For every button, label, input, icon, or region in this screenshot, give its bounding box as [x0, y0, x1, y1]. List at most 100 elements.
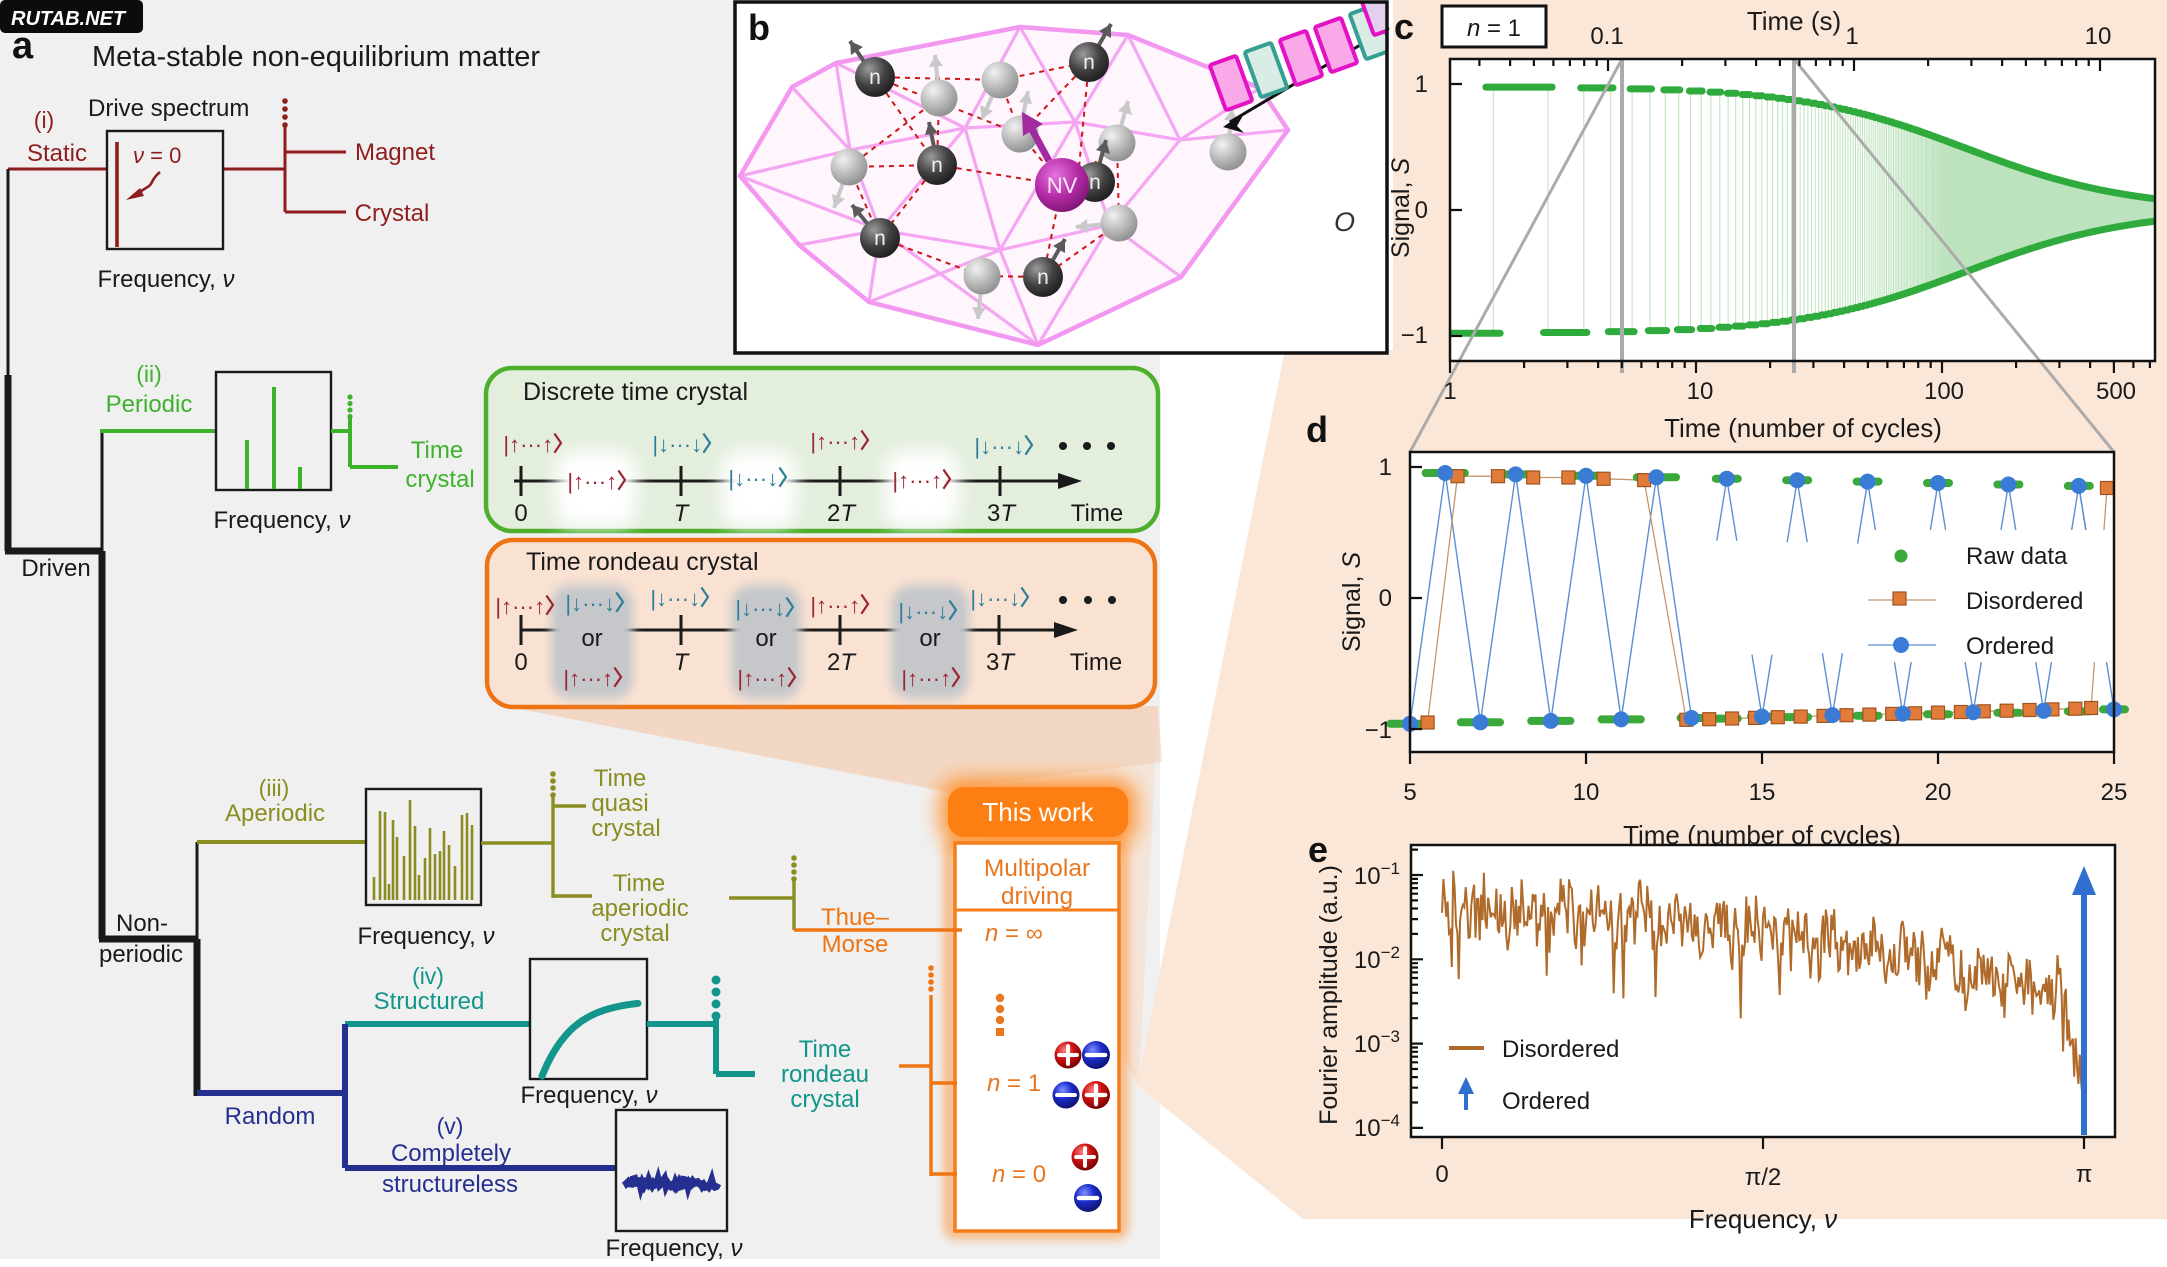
svg-text:3T: 3T	[987, 500, 1017, 527]
svg-text:25: 25	[2101, 779, 2128, 806]
svg-text:0: 0	[1379, 585, 1392, 612]
svg-text:15: 15	[1749, 779, 1776, 806]
svg-text:Time: Time	[799, 1036, 851, 1063]
svg-text:0: 0	[514, 649, 527, 676]
svg-text:Disordered: Disordered	[1966, 588, 2083, 615]
svg-text:n: n	[874, 227, 886, 250]
svg-text:T: T	[674, 500, 691, 527]
svg-text:n = ∞: n = ∞	[985, 920, 1043, 947]
svg-text:Signal, S: Signal, S	[1338, 552, 1366, 652]
svg-text:(iii): (iii)	[259, 775, 290, 801]
svg-text:a: a	[12, 25, 34, 67]
svg-text:|↑···↑: |↑···↑	[503, 432, 553, 457]
svg-text:Frequency, ν: Frequency, ν	[98, 266, 235, 293]
svg-text:20: 20	[1925, 779, 1952, 806]
svg-text:|↓···↓: |↓···↓	[728, 466, 778, 491]
svg-text:−1: −1	[1365, 717, 1392, 744]
svg-text:n: n	[1089, 171, 1101, 194]
svg-text:or: or	[755, 625, 776, 652]
svg-text:10: 10	[1573, 779, 1600, 806]
svg-text:(i): (i)	[34, 107, 54, 133]
svg-text:π/2: π/2	[1745, 1164, 1782, 1191]
svg-text:rondeau: rondeau	[781, 1061, 869, 1088]
svg-text:e: e	[1308, 829, 1328, 870]
svg-text:(v): (v)	[437, 1113, 464, 1139]
svg-text:periodic: periodic	[99, 941, 183, 968]
svg-text:Frequency, ν: Frequency, ν	[358, 923, 495, 950]
svg-text:10−3: 10−3	[1354, 1027, 1400, 1058]
svg-text:0: 0	[514, 500, 527, 527]
svg-text:3T: 3T	[986, 649, 1016, 676]
svg-text:1: 1	[1379, 454, 1392, 481]
svg-text:Completely: Completely	[391, 1140, 511, 1167]
svg-text:n: n	[869, 66, 881, 89]
svg-text:1: 1	[1415, 71, 1428, 98]
svg-text:|↓···↓: |↓···↓	[735, 596, 785, 621]
svg-text:Magnet: Magnet	[355, 139, 435, 166]
svg-text:c: c	[1394, 6, 1414, 47]
svg-text:ν = 0: ν = 0	[133, 143, 181, 168]
svg-text:Time: Time	[1070, 649, 1122, 676]
svg-text:2T: 2T	[827, 649, 857, 676]
svg-text:Time: Time	[1071, 500, 1123, 527]
svg-text:Time: Time	[613, 870, 665, 897]
svg-text:O: O	[1334, 207, 1355, 237]
svg-text:10−2: 10−2	[1354, 943, 1400, 974]
svg-text:10−4: 10−4	[1354, 1111, 1400, 1142]
svg-text:|↓···↓: |↓···↓	[650, 586, 700, 611]
svg-text:Raw data: Raw data	[1966, 543, 2068, 570]
svg-text:crystal: crystal	[790, 1086, 859, 1113]
svg-text:|↓···↓: |↓···↓	[565, 591, 615, 616]
svg-text:T: T	[674, 649, 691, 676]
svg-text:Time (number of cycles): Time (number of cycles)	[1664, 413, 1942, 443]
svg-text:|↑···↑: |↑···↑	[892, 468, 942, 493]
svg-text:−1: −1	[1401, 322, 1428, 349]
svg-text:Meta-stable non-equilibrium ma: Meta-stable non-equilibrium matter	[92, 41, 540, 73]
svg-text:crystal: crystal	[600, 920, 669, 947]
svg-text:Non-: Non-	[116, 910, 168, 937]
svg-text:or: or	[581, 625, 602, 652]
svg-text:Frequency, ν: Frequency, ν	[521, 1082, 658, 1109]
svg-text:1: 1	[1845, 23, 1858, 50]
svg-text:2T: 2T	[827, 500, 857, 527]
svg-text:|↓···↓: |↓···↓	[974, 434, 1024, 459]
svg-text:10: 10	[1687, 378, 1714, 405]
svg-text:n: n	[931, 154, 943, 177]
svg-text:100: 100	[1924, 378, 1964, 405]
svg-text:aperiodic: aperiodic	[591, 895, 688, 922]
svg-text:Frequency, ν: Frequency, ν	[214, 507, 351, 534]
svg-text:|↑···↑: |↑···↑	[737, 666, 787, 691]
svg-text:d: d	[1306, 409, 1328, 450]
svg-text:crystal: crystal	[591, 815, 660, 842]
svg-text:|↑···↑: |↑···↑	[567, 469, 617, 494]
svg-text:Static: Static	[27, 140, 87, 167]
svg-text:|↓···↓: |↓···↓	[970, 586, 1020, 611]
svg-text:|↑···↑: |↑···↑	[495, 594, 545, 619]
svg-text:Driven: Driven	[21, 555, 90, 582]
svg-text:Drive spectrum: Drive spectrum	[88, 95, 249, 122]
svg-text:Frequency, ν: Frequency, ν	[1689, 1204, 1837, 1234]
svg-text:structureless: structureless	[382, 1171, 518, 1198]
svg-text:Time: Time	[411, 437, 463, 464]
svg-text:driving: driving	[1001, 883, 1073, 910]
svg-text:(iv): (iv)	[412, 963, 444, 989]
svg-text:500: 500	[2096, 378, 2136, 405]
svg-text:n = 1: n = 1	[1467, 15, 1521, 42]
svg-text:0: 0	[1435, 1161, 1448, 1188]
svg-text:Morse: Morse	[822, 931, 889, 958]
svg-text:|↑···↑: |↑···↑	[810, 593, 860, 618]
svg-text:n: n	[1083, 51, 1095, 74]
svg-text:|↓···↓: |↓···↓	[652, 432, 702, 457]
svg-text:b: b	[748, 7, 770, 48]
svg-text:0: 0	[1415, 197, 1428, 224]
svg-text:Ordered: Ordered	[1966, 633, 2054, 660]
svg-text:Time rondeau crystal: Time rondeau crystal	[526, 548, 759, 576]
svg-text:NV: NV	[1047, 173, 1078, 198]
svg-text:Fourier amplitude (a.u.): Fourier amplitude (a.u.)	[1315, 865, 1343, 1125]
svg-text:RUTAB.NET: RUTAB.NET	[11, 8, 127, 30]
svg-text:(ii): (ii)	[136, 361, 162, 387]
svg-text:n = 1: n = 1	[987, 1070, 1041, 1097]
svg-text:Time: Time	[594, 765, 646, 792]
svg-text:or: or	[919, 625, 940, 652]
svg-text:|↓···↓: |↓···↓	[898, 599, 948, 624]
